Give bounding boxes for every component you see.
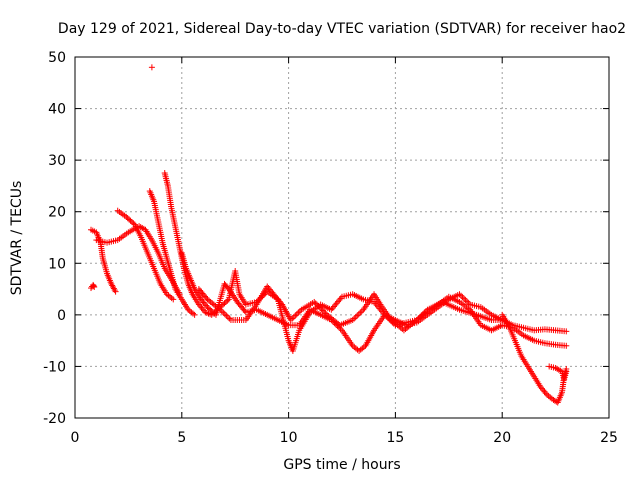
x-tick-label: 25 [600,430,618,446]
data-point [123,213,130,220]
data-point [226,315,233,322]
y-tick-label: 0 [57,308,66,324]
y-tick-label: 20 [48,205,66,221]
data-point [170,296,177,303]
x-tick-label: 10 [280,430,298,446]
x-tick-label: 0 [71,430,80,446]
data-point [221,300,228,307]
data-point [241,307,248,314]
data-point [224,297,231,304]
data-point [203,294,210,301]
y-tick-label: 10 [48,256,66,272]
data-point [90,282,97,289]
data-point [91,284,98,291]
data-point [354,312,361,319]
data-point [358,308,365,315]
gridlines [75,57,609,418]
data-point [321,308,328,315]
data-point [126,216,133,223]
data-point [458,292,465,299]
data-point [563,368,570,375]
y-tick-label: -20 [43,411,66,427]
data-point [128,219,135,226]
axis-ticks [74,56,610,419]
data-point [124,215,131,222]
x-tick-labels: 0 5 10 15 20 25 [71,430,618,446]
y-tick-label: 30 [48,153,66,169]
data-point [148,64,155,71]
chart-title: Day 129 of 2021, Sidereal Day-to-day VTE… [58,21,626,37]
x-tick-label: 5 [177,430,186,446]
data-point [204,304,211,311]
y-axis-label: SDTVAR / TECUs [9,181,25,296]
data-point [355,311,362,318]
data-point [222,298,229,305]
data-point [461,295,468,302]
y-tick-label: 50 [48,50,66,66]
data-point [130,220,137,227]
x-axis-label: GPS time / hours [283,457,400,473]
data-point [191,311,198,318]
data-point [311,298,318,305]
data-point [312,300,319,307]
data-point [208,307,215,314]
y-tick-labels: -20 -10 0 10 20 30 40 50 [43,50,66,427]
plot-frame [74,56,610,419]
data-point [318,306,325,313]
x-tick-label: 20 [493,430,511,446]
data-point [292,312,299,319]
data-point [563,342,570,349]
data-point [221,311,228,318]
data-point [316,304,323,311]
data-point [277,300,284,307]
data-point [293,311,300,318]
data-point [314,301,321,308]
data-point [223,312,230,319]
data-point [218,302,225,309]
data-point [127,217,134,224]
y-tick-label: -10 [43,359,66,375]
x-tick-label: 15 [386,430,404,446]
data-point [210,309,217,316]
data-point [352,314,359,321]
data-point [315,303,322,310]
data-point [205,305,212,312]
data-point [207,306,214,313]
data-points [88,64,570,406]
data-point [357,309,364,316]
data-point [322,310,329,317]
data-point [319,307,326,314]
y-tick-label: 40 [48,102,66,118]
data-point [112,288,119,295]
data-point [563,328,570,335]
